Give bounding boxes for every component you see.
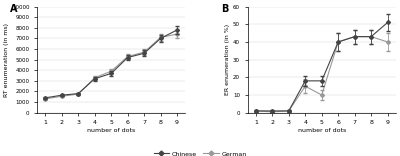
- Y-axis label: RT enumeration (in ms): RT enumeration (in ms): [4, 23, 9, 97]
- X-axis label: number of dots: number of dots: [87, 128, 135, 133]
- Y-axis label: ER enumeration (in %): ER enumeration (in %): [225, 24, 230, 95]
- Text: B: B: [221, 5, 228, 15]
- X-axis label: number of dots: number of dots: [298, 128, 346, 133]
- Legend: Chinese, German: Chinese, German: [151, 149, 249, 156]
- Text: A: A: [10, 5, 18, 15]
